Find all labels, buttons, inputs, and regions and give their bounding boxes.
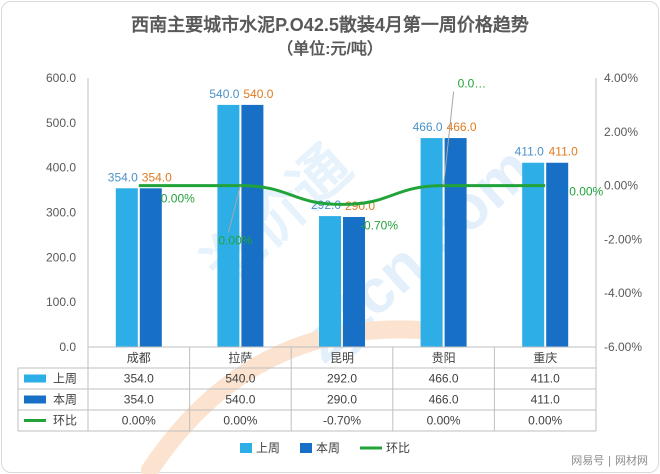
legend-swatch-上周: [240, 443, 252, 453]
bar-上周-贵阳: [420, 138, 443, 347]
chart-subtitle: （单位:元/吨）: [277, 39, 383, 58]
bar-上周-重庆: [522, 162, 545, 347]
table-cell: 540.0: [225, 393, 255, 407]
legend-label-本周: 本周: [316, 441, 340, 455]
bar-本周-成都: [139, 188, 162, 347]
table-cell: 290.0: [327, 393, 357, 407]
bar-value-label: 540.0: [209, 87, 239, 101]
left-tick-label: 0.0: [59, 340, 76, 354]
table-legend-swatch: [24, 374, 46, 383]
line-value-label: -0.70%: [360, 218, 398, 232]
legend-label-上周: 上周: [256, 441, 280, 455]
table-header-cell: 拉萨: [228, 350, 252, 365]
bar-上周-昆明: [319, 216, 341, 347]
line-value-label: 0.00%: [569, 185, 603, 199]
left-tick-label: 500.0: [46, 116, 76, 130]
bar-value-label: 466.0: [447, 120, 477, 134]
bar-value-label: 466.0: [413, 120, 443, 134]
bar-value-label: 540.0: [243, 87, 273, 101]
left-tick-label: 200.0: [46, 250, 76, 264]
line-label-leader: [443, 91, 455, 186]
legend-label-环比: 环比: [386, 441, 410, 455]
table-header-cell: 贵阳: [432, 351, 456, 365]
table-header-cell: 重庆: [533, 351, 557, 365]
legend-swatch-本周: [300, 443, 312, 453]
table-cell: 466.0: [429, 372, 459, 386]
line-label-leader: [227, 185, 241, 233]
left-tick-label: 600.0: [46, 71, 76, 85]
chart-title: 西南主要城市水泥P.O42.5散装4月第一周价格趋势: [131, 14, 529, 35]
source-credit: 网易号 | 网材网: [571, 454, 648, 467]
bar-value-label: 411.0: [549, 145, 578, 159]
bar-本周-贵阳: [444, 138, 467, 347]
line-value-label: 0.00%: [218, 234, 252, 248]
bar-上周-成都: [115, 188, 138, 347]
table-cell: 466.0: [429, 393, 459, 407]
table-legend-swatch: [24, 395, 46, 404]
left-tick-label: 400.0: [46, 161, 76, 175]
table-cell: 411.0: [531, 372, 560, 386]
right-tick-label: -6.00%: [604, 340, 642, 354]
table-cell: 540.0: [225, 372, 255, 386]
table-header-cell: 成都: [127, 351, 151, 365]
table-cell: 0.00%: [427, 414, 461, 428]
line-value-label: 0.0…: [458, 77, 487, 91]
line-value-label: 0.00%: [161, 192, 195, 206]
table-series-name: 本周: [53, 393, 77, 407]
right-tick-label: 2.00%: [604, 125, 638, 139]
bar-本周-昆明: [343, 216, 365, 347]
table-series-name: 上周: [53, 372, 77, 386]
right-tick-label: -4.00%: [604, 286, 642, 300]
right-tick-label: -2.00%: [604, 232, 642, 246]
line-环比: [138, 184, 546, 206]
table-series-name: 环比: [53, 414, 77, 428]
bar-value-label: 354.0: [108, 170, 138, 184]
bar-本周-拉萨: [241, 104, 264, 348]
bar-value-label: 354.0: [142, 170, 172, 184]
left-tick-label: 300.0: [46, 206, 76, 220]
table-header-cell: 昆明: [330, 351, 354, 365]
left-tick-label: 100.0: [46, 295, 76, 309]
table-cell: -0.70%: [323, 414, 361, 428]
right-tick-label: 0.00%: [604, 179, 638, 193]
bar-上周-拉萨: [217, 104, 240, 348]
table-cell: 411.0: [531, 393, 560, 407]
table-cell: 0.00%: [528, 414, 562, 428]
table-cell: 292.0: [327, 372, 357, 386]
table-cell: 354.0: [124, 393, 154, 407]
table-cell: 0.00%: [122, 414, 156, 428]
bar-value-label: 411.0: [515, 145, 544, 159]
bar-本周-重庆: [546, 162, 569, 347]
watermark-swoosh: [141, 320, 429, 474]
right-tick-label: 4.00%: [604, 71, 638, 85]
table-cell: 0.00%: [223, 414, 257, 428]
table-cell: 354.0: [124, 372, 154, 386]
